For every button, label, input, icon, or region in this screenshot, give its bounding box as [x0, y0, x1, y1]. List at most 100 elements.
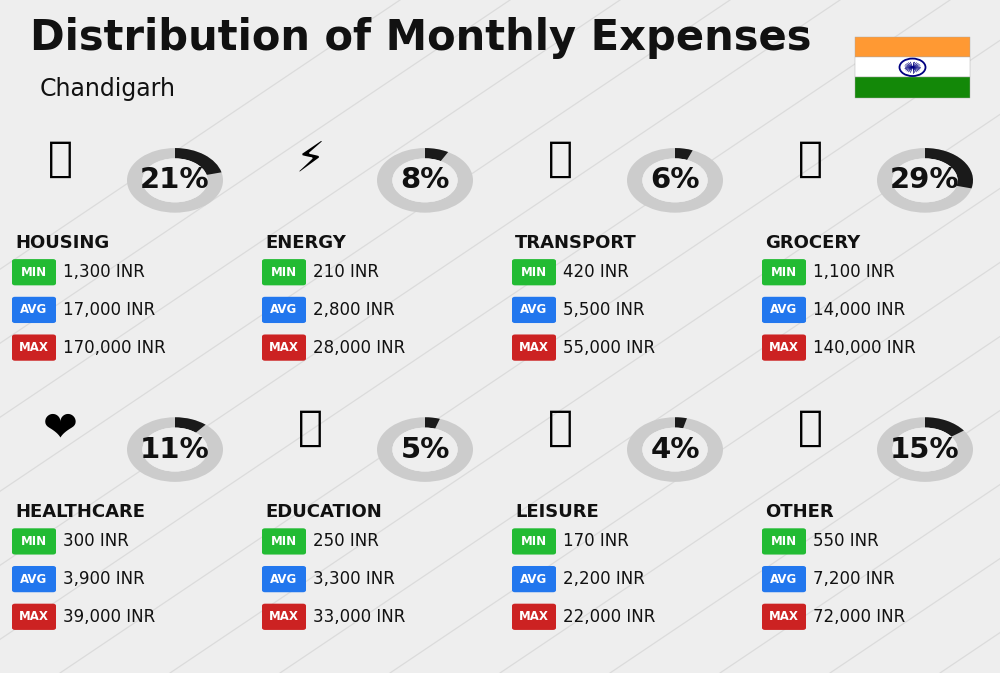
- Text: 55,000 INR: 55,000 INR: [563, 339, 655, 357]
- FancyBboxPatch shape: [512, 259, 556, 285]
- Circle shape: [642, 158, 708, 203]
- Text: Distribution of Monthly Expenses: Distribution of Monthly Expenses: [30, 17, 812, 59]
- Text: 170 INR: 170 INR: [563, 532, 629, 551]
- FancyBboxPatch shape: [762, 604, 806, 630]
- FancyBboxPatch shape: [12, 528, 56, 555]
- Text: MIN: MIN: [771, 266, 797, 279]
- Wedge shape: [175, 417, 206, 433]
- Text: AVG: AVG: [270, 573, 298, 586]
- Text: MIN: MIN: [21, 535, 47, 548]
- Text: 7,200 INR: 7,200 INR: [813, 570, 895, 588]
- Circle shape: [642, 427, 708, 472]
- Text: 28,000 INR: 28,000 INR: [313, 339, 405, 357]
- Text: 17,000 INR: 17,000 INR: [63, 301, 155, 319]
- FancyBboxPatch shape: [262, 334, 306, 361]
- Text: MAX: MAX: [269, 610, 299, 623]
- Text: Chandigarh: Chandigarh: [40, 77, 176, 102]
- Text: MAX: MAX: [519, 610, 549, 623]
- Circle shape: [142, 158, 208, 203]
- Text: MIN: MIN: [521, 266, 547, 279]
- Text: EDUCATION: EDUCATION: [265, 503, 382, 522]
- FancyBboxPatch shape: [262, 528, 306, 555]
- Text: 33,000 INR: 33,000 INR: [313, 608, 405, 626]
- FancyBboxPatch shape: [262, 604, 306, 630]
- Wedge shape: [377, 417, 473, 482]
- Text: 15%: 15%: [890, 435, 960, 464]
- Wedge shape: [675, 417, 687, 428]
- Wedge shape: [675, 148, 693, 160]
- FancyBboxPatch shape: [12, 334, 56, 361]
- FancyBboxPatch shape: [855, 37, 970, 57]
- Wedge shape: [127, 417, 223, 482]
- Text: AVG: AVG: [20, 573, 48, 586]
- FancyBboxPatch shape: [12, 566, 56, 592]
- Text: 3,900 INR: 3,900 INR: [63, 570, 145, 588]
- Text: ENERGY: ENERGY: [265, 234, 346, 252]
- Text: 300 INR: 300 INR: [63, 532, 129, 551]
- Text: 39,000 INR: 39,000 INR: [63, 608, 155, 626]
- FancyBboxPatch shape: [512, 297, 556, 323]
- Text: 250 INR: 250 INR: [313, 532, 379, 551]
- Circle shape: [892, 158, 958, 203]
- Circle shape: [392, 427, 458, 472]
- Text: 14,000 INR: 14,000 INR: [813, 301, 905, 319]
- Text: AVG: AVG: [20, 304, 48, 316]
- Wedge shape: [627, 417, 723, 482]
- Text: MIN: MIN: [271, 535, 297, 548]
- Text: 72,000 INR: 72,000 INR: [813, 608, 905, 626]
- Text: 1,100 INR: 1,100 INR: [813, 263, 895, 281]
- Text: 5,500 INR: 5,500 INR: [563, 301, 645, 319]
- Text: 2,200 INR: 2,200 INR: [563, 570, 645, 588]
- Text: MIN: MIN: [521, 535, 547, 548]
- Text: 🎓: 🎓: [298, 407, 322, 449]
- Circle shape: [142, 427, 208, 472]
- FancyBboxPatch shape: [512, 604, 556, 630]
- Text: AVG: AVG: [770, 304, 798, 316]
- Text: 11%: 11%: [140, 435, 210, 464]
- Text: OTHER: OTHER: [765, 503, 834, 522]
- Text: 3,300 INR: 3,300 INR: [313, 570, 395, 588]
- FancyBboxPatch shape: [762, 528, 806, 555]
- Text: MIN: MIN: [771, 535, 797, 548]
- Text: AVG: AVG: [520, 573, 548, 586]
- Text: 🚌: 🚌: [548, 138, 572, 180]
- Text: 140,000 INR: 140,000 INR: [813, 339, 916, 357]
- Wedge shape: [425, 417, 440, 429]
- Wedge shape: [925, 148, 973, 188]
- Text: MAX: MAX: [19, 341, 49, 354]
- Text: 🛒: 🛒: [798, 138, 822, 180]
- Text: 💰: 💰: [798, 407, 822, 449]
- Text: 6%: 6%: [650, 166, 700, 194]
- Text: 2,800 INR: 2,800 INR: [313, 301, 395, 319]
- FancyBboxPatch shape: [762, 334, 806, 361]
- FancyBboxPatch shape: [762, 566, 806, 592]
- FancyBboxPatch shape: [512, 566, 556, 592]
- Wedge shape: [925, 417, 964, 437]
- Wedge shape: [127, 148, 223, 213]
- Text: 🛍: 🛍: [548, 407, 572, 449]
- Text: MAX: MAX: [519, 341, 549, 354]
- Text: MIN: MIN: [21, 266, 47, 279]
- Text: HOUSING: HOUSING: [15, 234, 109, 252]
- Text: AVG: AVG: [770, 573, 798, 586]
- Text: 1,300 INR: 1,300 INR: [63, 263, 145, 281]
- Text: 5%: 5%: [400, 435, 450, 464]
- FancyBboxPatch shape: [12, 259, 56, 285]
- FancyBboxPatch shape: [512, 528, 556, 555]
- Text: 29%: 29%: [890, 166, 960, 194]
- Text: 4%: 4%: [650, 435, 700, 464]
- Text: ❤: ❤: [43, 407, 77, 449]
- FancyBboxPatch shape: [512, 334, 556, 361]
- FancyBboxPatch shape: [262, 297, 306, 323]
- Text: HEALTHCARE: HEALTHCARE: [15, 503, 145, 522]
- Text: 210 INR: 210 INR: [313, 263, 379, 281]
- Text: MAX: MAX: [769, 610, 799, 623]
- Circle shape: [392, 158, 458, 203]
- Wedge shape: [425, 148, 448, 161]
- Text: 550 INR: 550 INR: [813, 532, 879, 551]
- FancyBboxPatch shape: [855, 77, 970, 98]
- FancyBboxPatch shape: [262, 566, 306, 592]
- Text: MIN: MIN: [271, 266, 297, 279]
- FancyBboxPatch shape: [12, 604, 56, 630]
- Text: AVG: AVG: [270, 304, 298, 316]
